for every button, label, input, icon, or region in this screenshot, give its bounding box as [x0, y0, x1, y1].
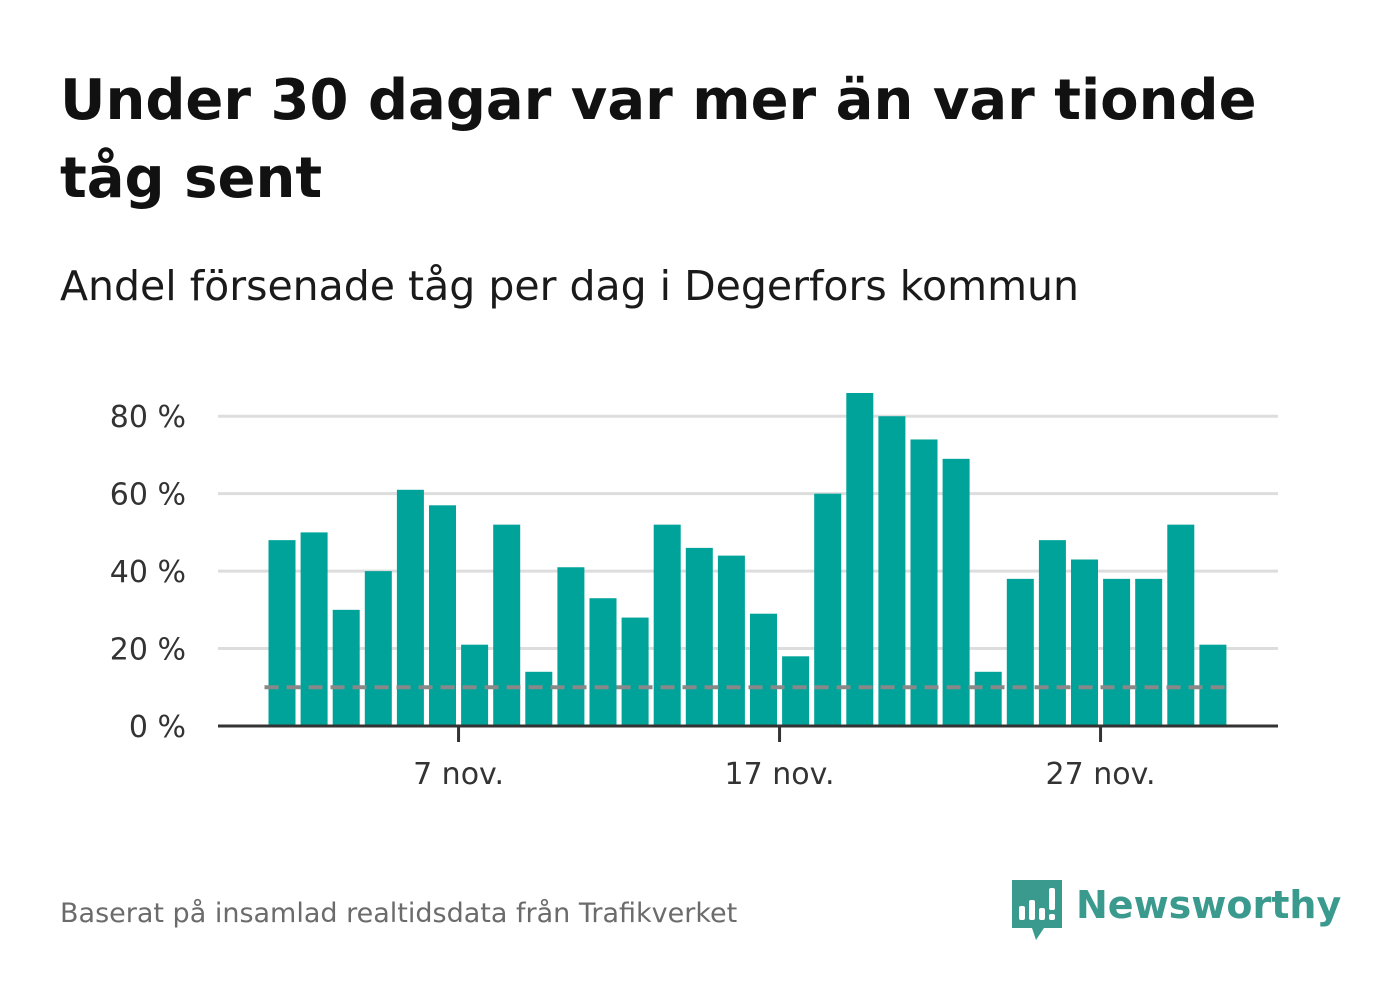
bar	[525, 671, 553, 726]
y-tick-label: 60 %	[110, 478, 186, 513]
bar	[653, 524, 681, 726]
bar	[557, 567, 585, 726]
bar	[268, 540, 296, 726]
bar	[685, 547, 713, 726]
bar	[364, 571, 392, 726]
bar	[974, 671, 1002, 726]
y-tick-label: 20 %	[110, 633, 186, 668]
bar	[878, 416, 906, 726]
brand-name: Newsworthy	[1076, 883, 1342, 927]
bar	[1006, 578, 1034, 726]
y-tick-label: 40 %	[110, 555, 186, 590]
gridlines	[218, 414, 1278, 651]
y-tick-label: 0 %	[129, 710, 186, 745]
bar	[300, 532, 328, 726]
x-tick-label: 7 nov.	[413, 757, 504, 792]
y-axis-labels: 0 % 20 % 40 % 60 % 80 %	[110, 400, 186, 745]
chart-subtitle: Andel försenade tåg per dag i Degerfors …	[60, 262, 1079, 310]
y-tick-label: 80 %	[110, 400, 186, 435]
bar	[846, 393, 874, 726]
x-tick-label: 17 nov.	[725, 757, 835, 792]
bars	[268, 393, 1227, 726]
bar	[589, 598, 617, 726]
bar	[621, 617, 649, 726]
bar	[750, 613, 777, 726]
bar	[814, 493, 842, 726]
source-note: Baserat på insamlad realtidsdata från Tr…	[60, 898, 738, 929]
bar	[1071, 559, 1098, 726]
bar	[782, 656, 810, 726]
bar	[1167, 524, 1195, 726]
bar	[1103, 578, 1131, 726]
brand-logo[interactable]: Newsworthy	[1010, 878, 1341, 942]
x-axis: 7 nov. 17 nov. 27 nov.	[218, 724, 1278, 792]
bar-chart: 0 % 20 % 40 % 60 % 80 % 7 nov. 17 nov. 27 nov.	[110, 393, 1278, 792]
newsworthy-logo-icon	[1012, 880, 1062, 940]
bar	[396, 489, 424, 726]
bar	[717, 555, 745, 726]
bar	[332, 609, 360, 726]
bar	[1135, 578, 1163, 726]
bar	[942, 458, 970, 726]
bar	[493, 524, 521, 726]
chart-title: Under 30 dagar var mer än var tionde tåg…	[60, 68, 1257, 211]
bar	[1038, 540, 1066, 726]
x-tick-label: 27 nov.	[1046, 757, 1156, 792]
bar	[910, 439, 938, 726]
bar	[429, 505, 456, 726]
